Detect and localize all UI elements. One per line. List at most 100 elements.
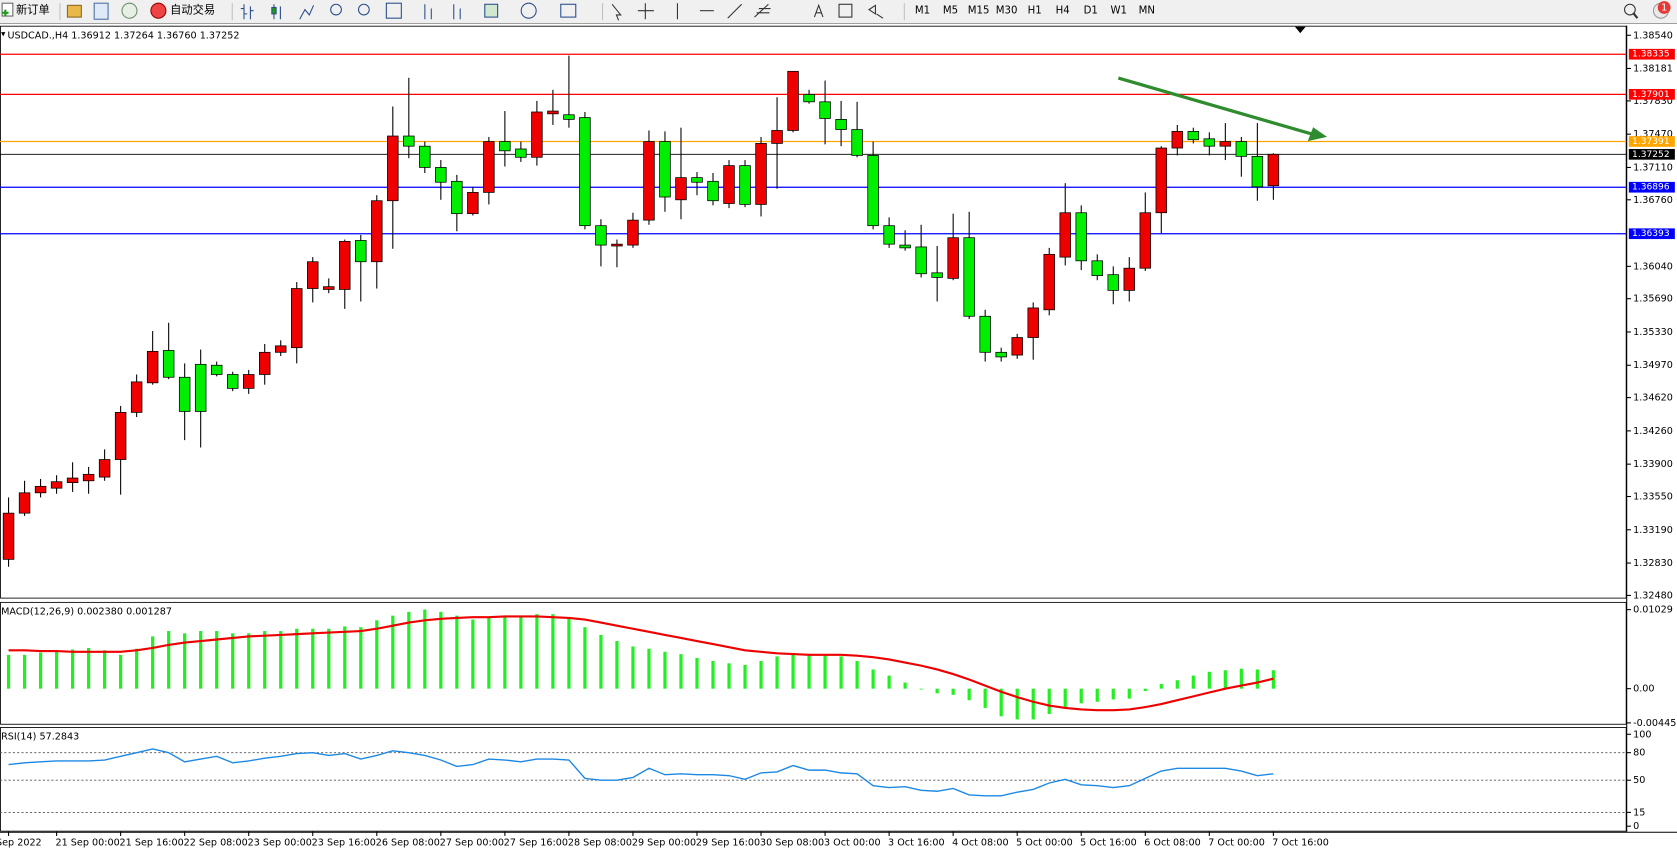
candle-body bbox=[723, 165, 735, 204]
x-tick-label: 20 Sep 2022 bbox=[0, 837, 42, 848]
candle-body bbox=[1059, 212, 1071, 258]
x-tick-label: 30 Sep 08:00 bbox=[760, 837, 824, 848]
macd-bar bbox=[999, 688, 1003, 717]
y-tick-label: -0.004453 bbox=[1633, 718, 1677, 729]
macd-bar bbox=[583, 627, 587, 689]
macd-bar bbox=[407, 611, 411, 689]
x-tick-label: 27 Sep 16:00 bbox=[504, 837, 568, 848]
timeframe-button[interactable]: H1 bbox=[1028, 6, 1042, 17]
macd-bar bbox=[1159, 684, 1163, 689]
candle-body bbox=[18, 492, 31, 514]
candle-body bbox=[579, 117, 591, 227]
y-tick-label: 1.36040 bbox=[1633, 261, 1673, 272]
candle-body bbox=[611, 243, 623, 247]
candle-body bbox=[531, 111, 543, 158]
timeframe-button[interactable]: M1 bbox=[915, 6, 930, 17]
macd-bar bbox=[887, 675, 891, 689]
candle-body bbox=[435, 167, 447, 183]
macd-bar bbox=[1143, 688, 1147, 691]
macd-bar bbox=[87, 647, 91, 689]
trendline-button[interactable] bbox=[727, 3, 743, 19]
candle-body bbox=[403, 135, 415, 147]
macd-bar bbox=[247, 633, 251, 689]
macd-bar bbox=[343, 626, 347, 689]
candle-body bbox=[242, 374, 255, 389]
macd-bar bbox=[743, 664, 747, 689]
templates-button[interactable] bbox=[560, 3, 577, 18]
macd-bar bbox=[551, 614, 555, 689]
candle-body bbox=[355, 240, 367, 263]
symbol-marker bbox=[1, 32, 6, 37]
macd-bar bbox=[70, 649, 75, 689]
line-chart-button[interactable] bbox=[299, 5, 315, 20]
candle-body bbox=[1107, 274, 1119, 291]
fibo-button[interactable] bbox=[754, 3, 771, 18]
bar-chart-button[interactable] bbox=[240, 4, 254, 20]
x-tick-label: 23 Sep 00:00 bbox=[248, 837, 312, 848]
y-tick-label: 0.01029 bbox=[1633, 605, 1673, 616]
candle-body bbox=[659, 141, 671, 198]
auto-trading-button[interactable]: 自动交易 bbox=[150, 2, 215, 19]
scroll-buttons[interactable] bbox=[424, 4, 461, 20]
arrows-button[interactable] bbox=[868, 4, 884, 19]
candle-body bbox=[627, 219, 639, 246]
candle-body bbox=[883, 225, 895, 245]
tile-button[interactable] bbox=[385, 2, 402, 19]
indicator-title: USDCAD.,H4 1.36912 1.37264 1.36760 1.372… bbox=[7, 30, 239, 41]
text-button[interactable] bbox=[813, 3, 824, 18]
indicators-button[interactable] bbox=[484, 3, 499, 18]
y-tick-label: 1.37110 bbox=[1633, 162, 1673, 173]
timeframe-button[interactable]: M5 bbox=[943, 6, 958, 17]
macd-bar bbox=[1191, 675, 1195, 689]
timeframe-button[interactable]: M30 bbox=[996, 6, 1018, 17]
x-tick-label: 7 Oct 00:00 bbox=[1208, 837, 1265, 848]
crosshair-button[interactable] bbox=[637, 3, 654, 20]
icon-button[interactable] bbox=[93, 2, 109, 20]
candle-body bbox=[771, 130, 783, 144]
zoom-out-button[interactable] bbox=[357, 3, 370, 16]
new-order-button[interactable]: 新订单 bbox=[1, 2, 50, 17]
candle-body bbox=[162, 350, 175, 378]
search-button[interactable] bbox=[1624, 3, 1636, 16]
candle-body bbox=[275, 345, 287, 353]
macd-bar bbox=[423, 609, 427, 689]
chart-shift-marker bbox=[1294, 26, 1306, 34]
candle-body bbox=[787, 70, 799, 131]
candle-body bbox=[1187, 131, 1200, 141]
panel-frame bbox=[0, 727, 1627, 832]
candle-body bbox=[258, 351, 271, 375]
price-label-bg bbox=[1628, 148, 1675, 160]
macd-bar bbox=[1031, 688, 1035, 720]
icon-button[interactable] bbox=[121, 2, 138, 19]
macd-bar bbox=[1207, 671, 1211, 689]
macd-bar bbox=[391, 615, 395, 689]
candle-body bbox=[563, 114, 575, 120]
label-button[interactable] bbox=[838, 3, 853, 18]
timeframe-button[interactable]: D1 bbox=[1084, 6, 1098, 17]
timeframe-button[interactable]: H4 bbox=[1056, 6, 1070, 17]
charts: USDCAD.,H4 1.36912 1.37264 1.36760 1.372… bbox=[0, 25, 1677, 848]
timeframe-button[interactable]: M15 bbox=[968, 6, 990, 17]
macd-bar bbox=[1079, 688, 1083, 704]
periods-button[interactable] bbox=[520, 2, 537, 19]
search-button[interactable] bbox=[1632, 12, 1639, 19]
macd-bar bbox=[38, 652, 43, 689]
zoom-in-button[interactable] bbox=[330, 3, 342, 16]
macd-bar bbox=[1047, 688, 1051, 715]
macd-bar bbox=[711, 661, 715, 689]
icon-button[interactable] bbox=[66, 4, 82, 18]
annotations bbox=[1, 26, 1328, 142]
macd-bar bbox=[935, 688, 939, 694]
timeframe-buttons: M1 M5 M15 M30 H1 H4 D1 W1 MN bbox=[915, 6, 1155, 17]
macd-bar bbox=[54, 650, 59, 689]
y-tick-label: 1.33190 bbox=[1633, 525, 1673, 536]
price-label: 1.37391 bbox=[1632, 137, 1670, 147]
timeframe-button[interactable]: W1 bbox=[1111, 6, 1128, 17]
y-tick-label: 0.00 bbox=[1633, 684, 1654, 695]
y-tick-label: 1.32480 bbox=[1633, 590, 1673, 601]
x-tick-label: 27 Sep 00:00 bbox=[440, 837, 504, 848]
cursor-button[interactable] bbox=[611, 3, 622, 21]
timeframe-button[interactable]: MN bbox=[1139, 6, 1155, 17]
macd-bar bbox=[1095, 688, 1099, 702]
